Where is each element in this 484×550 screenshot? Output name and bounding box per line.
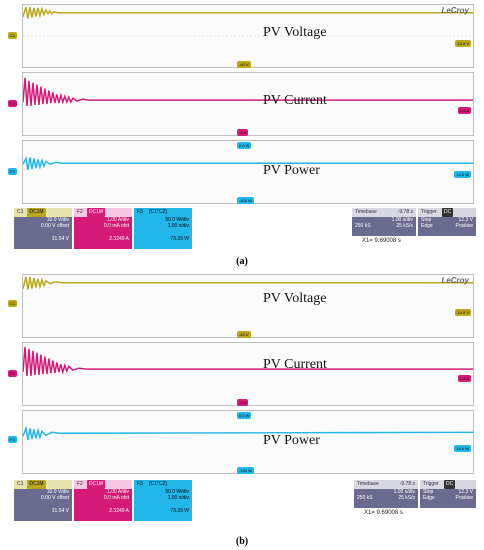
current-label: PV Current	[263, 93, 327, 108]
current-trace-area: PV Current 1.4 A -2 A	[22, 342, 474, 406]
voltage-waveform	[23, 6, 473, 37]
voltage-level-tag: 14.0 V	[455, 309, 471, 316]
power-waveform	[23, 425, 473, 441]
voltage-trace-area: LeCroy PV Voltage 14.0 V -40 V	[22, 4, 474, 68]
f3-descriptor[interactable]: F3 (C1*C2) 50.0 W/div 1.00 s/div 73.33 W	[134, 208, 192, 249]
power-label: PV Power	[263, 433, 320, 448]
scope-panel-b: LeCroy PV Voltage 14.0 V -40 V C1 PV Cur…	[8, 272, 476, 530]
voltage-bottom-tag: -40 V	[237, 331, 251, 338]
caption-a: (a)	[236, 256, 248, 267]
voltage-label: PV Voltage	[263, 291, 327, 306]
caption-b: (b)	[235, 536, 249, 547]
power-label: PV Power	[263, 163, 320, 178]
voltage-waveform	[23, 276, 473, 290]
current-level-tag: 1.4 A	[457, 107, 471, 114]
voltage-level-tag: 14.0 V	[455, 40, 471, 47]
trigger-box[interactable]: Trigger DC Stop 12.3 V Edge Positive	[420, 480, 476, 508]
f3-marker: F3	[8, 436, 17, 443]
timebase-box[interactable]: Timebase -9.78 s 1.00 s/div 250 kS 25 kS/…	[352, 208, 416, 236]
lecroy-logo: LeCroy	[441, 6, 469, 15]
c1-marker: C1	[8, 300, 18, 307]
current-bottom-tag: -2 A	[237, 129, 249, 136]
f3-marker: F3	[8, 168, 17, 175]
trigger-box[interactable]: Trigger DC Stop 12.3 V Edge Positive	[418, 208, 476, 236]
power-level-tag: 14.0 W	[454, 171, 471, 178]
power-trace-area: PV Power 14.0 W 0.0 W -100 W	[22, 140, 474, 204]
f2-descriptor[interactable]: F2 DC1M 1.00 A/div 0.0 mA ofst 2.3249 A	[74, 480, 132, 521]
voltage-trace-area: LeCroy PV Voltage 14.0 V -40 V	[22, 274, 474, 338]
voltage-bottom-tag: -40 V	[237, 61, 251, 68]
f2-descriptor[interactable]: F2 DC1M 1.00 A/div 0.0 mA ofst 2.3249 A	[74, 208, 132, 249]
power-bottom-tag: -100 W	[237, 197, 254, 204]
cursor-readout: X1= 9.69008 s	[362, 238, 401, 244]
current-bottom-tag: -2 A	[237, 399, 249, 406]
current-level-tag: 1.4 A	[457, 375, 471, 382]
cursor-readout: X1= 9.69008 s	[364, 510, 403, 516]
current-trace-area: PV Current 1.4 A -2 A	[22, 72, 474, 136]
lecroy-logo: LeCroy	[441, 276, 469, 285]
c1-marker: C1	[8, 32, 18, 39]
f3-descriptor[interactable]: F3 (C1*C2) 50.0 W/div 1.00 s/div 73.33 W	[134, 480, 192, 521]
current-waveform	[23, 346, 473, 376]
voltage-label: PV Voltage	[263, 25, 327, 40]
current-label: PV Current	[263, 357, 327, 372]
c1-descriptor[interactable]: C1 DC1M 10.0 V/div 0.00 V offset 31.54 V	[14, 480, 72, 521]
power-trace-area: PV Power 14.0 W 0.0 W -100 W	[22, 410, 474, 474]
current-waveform	[23, 77, 473, 106]
f2-marker: F2	[8, 370, 17, 377]
c1-descriptor[interactable]: C1 DC1M 10.0 V/div 0.00 V offset 31.54 V	[14, 208, 72, 249]
power-bottom-tag: -100 W	[237, 467, 254, 474]
f2-marker: F2	[8, 100, 17, 107]
power-waveform	[23, 156, 473, 171]
timebase-box[interactable]: Timebase -9.78 s 1.00 s/div 250 kS 25 kS/…	[354, 480, 418, 508]
scope-panel-a: LeCroy PV Voltage 14.0 V -40 V C1 PV Cur…	[8, 2, 476, 254]
power-level-tag: 14.0 W	[454, 445, 471, 452]
power-top-tag: 0.0 W	[237, 142, 252, 149]
power-top-tag: 0.0 W	[237, 412, 252, 419]
